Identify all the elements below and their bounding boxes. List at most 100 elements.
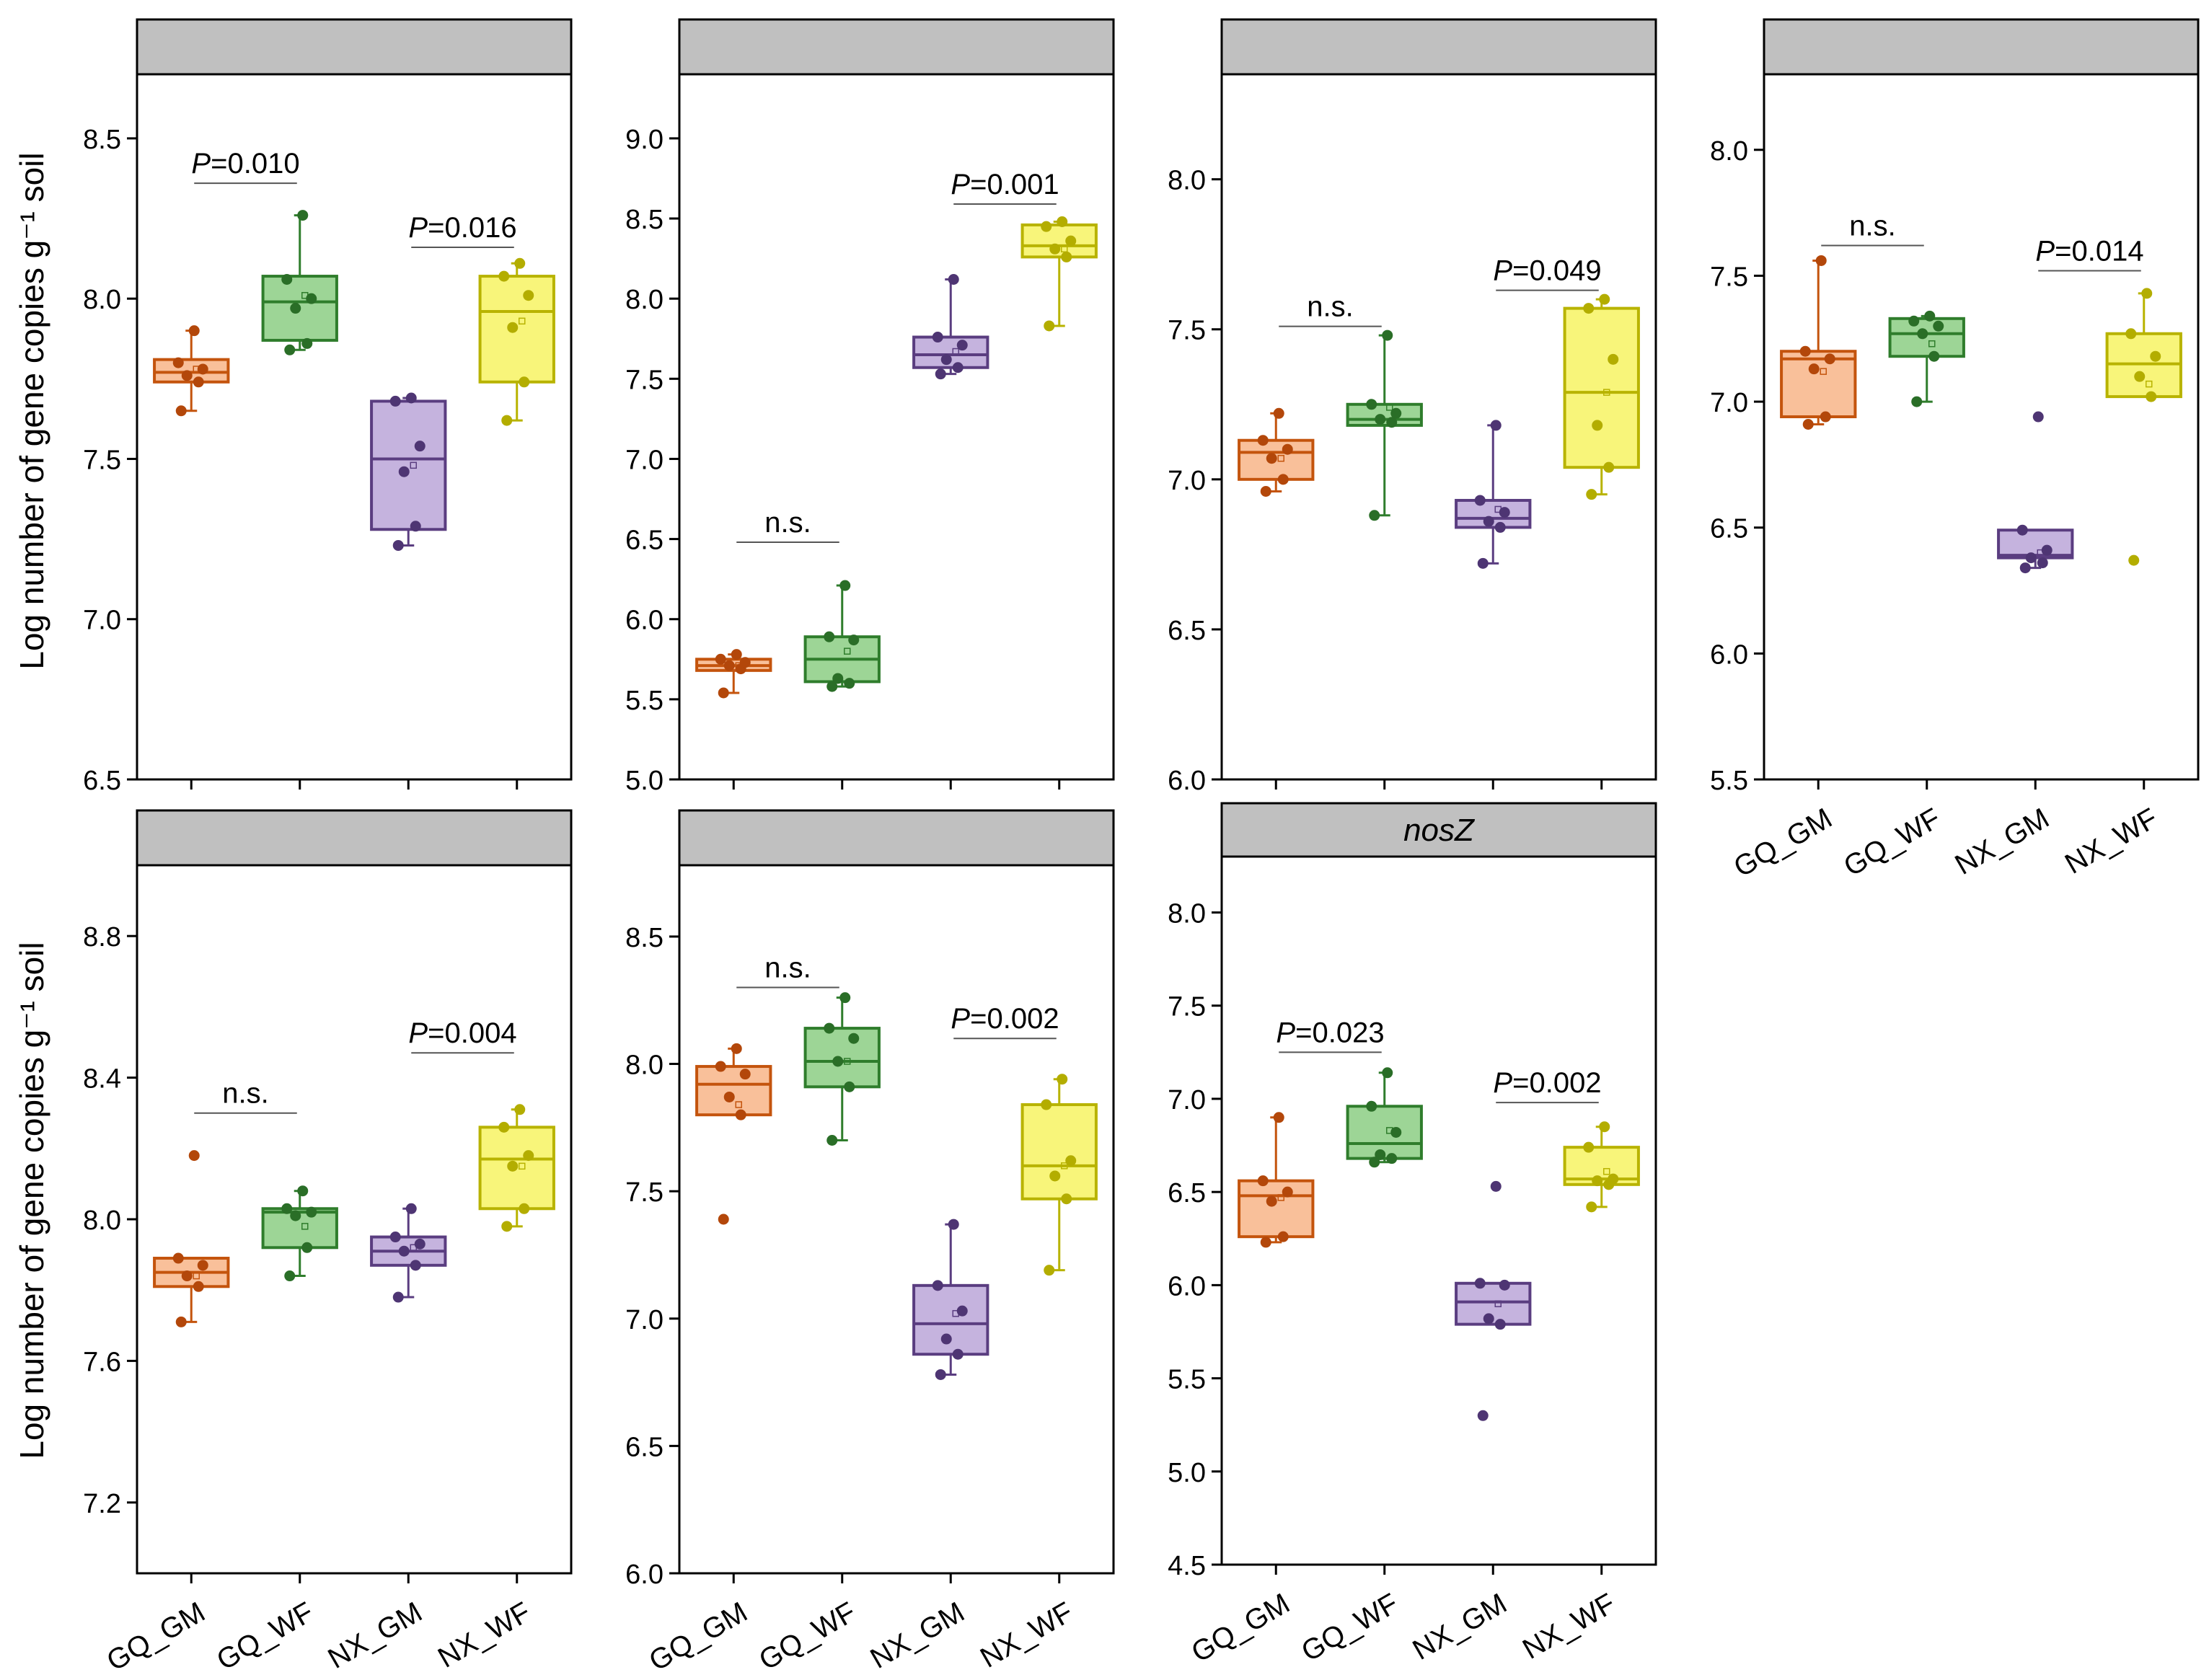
mean-marker — [193, 1272, 200, 1280]
p-value: n.s. — [764, 952, 811, 984]
p-symbol: P — [1493, 1067, 1512, 1099]
data-point — [2146, 391, 2157, 402]
significance-label: n.s. — [222, 1078, 268, 1110]
box-gq-gm — [153, 325, 230, 417]
y-tick-label: 9.0 — [625, 125, 663, 155]
data-point — [2141, 288, 2153, 299]
box-iqr — [370, 399, 447, 531]
box-iqr — [912, 335, 989, 369]
plot-frame — [136, 864, 573, 1575]
box-iqr — [1238, 1179, 1315, 1239]
y-tick-label: 8.0 — [1710, 136, 1748, 167]
p-symbol: P — [951, 1003, 970, 1035]
data-point — [956, 340, 968, 351]
p-symbol: P — [2035, 235, 2055, 267]
data-point — [1928, 350, 1940, 362]
data-point — [935, 368, 946, 380]
y-tick-label: 7.5 — [1710, 262, 1748, 292]
data-point — [718, 687, 729, 699]
box-nx-wf — [478, 1104, 555, 1232]
data-point — [956, 1305, 968, 1317]
data-point — [731, 649, 742, 660]
box-gq-gm — [1238, 407, 1315, 497]
y-tick-label: 6.5 — [625, 1432, 663, 1462]
y-tick-label: 7.5 — [625, 1177, 663, 1208]
data-point — [1483, 1313, 1494, 1325]
data-point — [1608, 353, 1619, 365]
y-tick-label: 5.5 — [625, 686, 663, 716]
significance-label: P=0.002 — [1493, 1067, 1601, 1099]
data-point — [175, 1316, 187, 1327]
box-gq-wf — [1346, 330, 1423, 521]
plot-frame — [1220, 855, 1657, 1566]
data-point — [389, 395, 401, 407]
data-point — [832, 673, 844, 684]
data-point — [832, 1056, 844, 1067]
data-point — [1282, 443, 1293, 455]
y-tick-label: 7.0 — [83, 606, 121, 636]
y-tick-label: 6.0 — [625, 606, 663, 636]
significance-label: P=0.023 — [1276, 1017, 1384, 1048]
data-point — [297, 210, 309, 221]
x-tick-label: NX_GM — [1408, 1588, 1512, 1666]
mean-marker — [1386, 404, 1393, 411]
box-iqr — [1020, 1103, 1098, 1201]
plot-frame — [136, 73, 573, 781]
x-tick-label: NX_GM — [1950, 803, 2055, 881]
x-tick-label: GQ_GM — [1729, 803, 1838, 884]
y-tick-label: 8.0 — [83, 1206, 121, 1236]
data-point — [1260, 1237, 1271, 1248]
data-point — [1386, 417, 1398, 428]
y-tick-label: 6.0 — [1710, 640, 1748, 670]
box-nx-wf — [1020, 216, 1098, 332]
y-tick-label: 8.0 — [1168, 166, 1206, 196]
data-point — [188, 1150, 200, 1162]
data-point — [940, 1333, 952, 1345]
data-point — [723, 660, 735, 671]
x-tick-label: GQ_WF — [754, 1596, 861, 1676]
mean-marker — [1061, 245, 1068, 253]
box-gq-wf — [803, 580, 881, 692]
y-tick-label: 8.0 — [625, 1051, 663, 1081]
data-point — [1282, 1186, 1293, 1198]
data-point — [172, 1252, 184, 1264]
x-tick-label: NX_WF — [433, 1596, 536, 1674]
data-point — [1382, 1067, 1393, 1079]
data-point — [1390, 407, 1402, 419]
box-nx-wf — [2105, 288, 2182, 566]
mean-marker — [1603, 1167, 1610, 1175]
x-tick-label: NX_GM — [865, 1596, 970, 1675]
data-point — [1474, 1278, 1486, 1289]
data-point — [948, 274, 959, 286]
mean-marker — [1603, 389, 1610, 396]
data-point — [935, 1369, 946, 1380]
data-point — [1490, 1180, 1502, 1192]
data-point — [1592, 420, 1603, 431]
mean-marker — [301, 1223, 309, 1230]
data-point — [1390, 1126, 1402, 1138]
data-point — [1369, 1157, 1380, 1168]
panel-header — [678, 18, 1115, 76]
data-point — [940, 354, 952, 366]
data-point — [519, 376, 530, 388]
mean-marker — [519, 1162, 526, 1170]
data-point — [193, 376, 204, 388]
data-point — [1375, 1149, 1386, 1160]
mean-marker — [410, 461, 417, 469]
significance-label: P=0.004 — [408, 1017, 516, 1049]
y-tick-label: 7.0 — [1168, 466, 1206, 496]
p-value: =0.004 — [428, 1017, 516, 1049]
data-point — [2025, 552, 2037, 564]
p-symbol: P — [408, 1017, 428, 1049]
data-point — [1477, 557, 1489, 569]
y-tick-label: 6.0 — [1168, 1271, 1206, 1301]
p-value: =0.049 — [1512, 255, 1601, 287]
x-tick-label: NX_WF — [975, 1596, 1078, 1674]
plot-frame — [1220, 73, 1657, 781]
data-point — [1369, 510, 1380, 521]
mean-marker — [1820, 368, 1827, 375]
data-point — [1808, 363, 1820, 375]
data-point — [175, 405, 187, 417]
data-point — [197, 363, 208, 375]
